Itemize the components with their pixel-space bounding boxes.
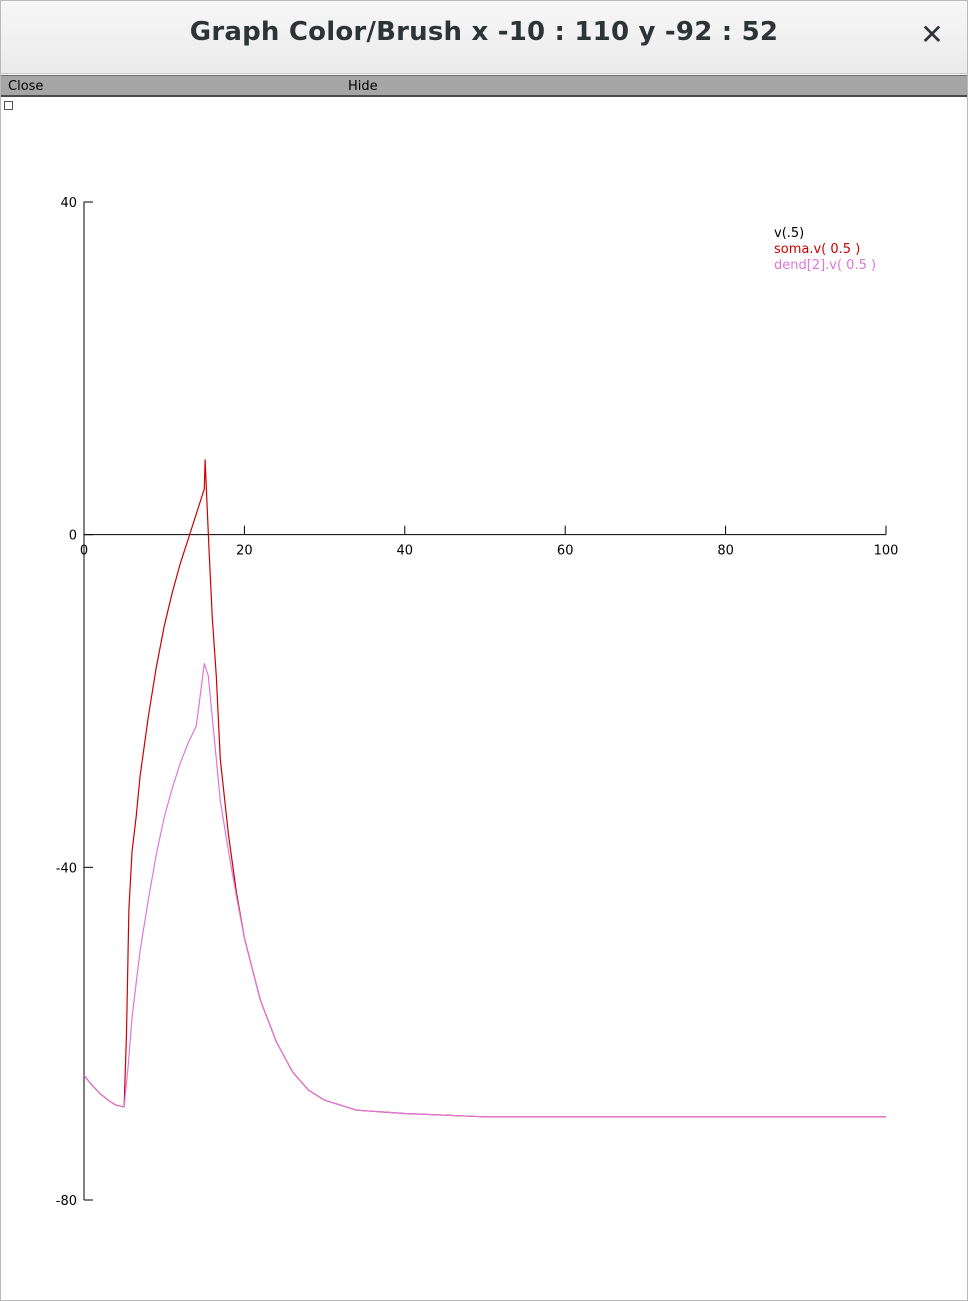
legend-item: soma.v( 0.5 ) <box>774 242 860 257</box>
x-tick-label: 0 <box>80 544 88 559</box>
series-line-soma-v-0-5 <box>83 459 886 1118</box>
x-tick-label: 20 <box>236 544 253 559</box>
y-tick-label: -80 <box>56 1194 77 1209</box>
title-bar: Graph Color/Brush x -10 : 110 y -92 : 52… <box>1 1 967 74</box>
window-title: Graph Color/Brush x -10 : 110 y -92 : 52 <box>189 17 779 47</box>
x-tick-label: 100 <box>874 544 899 559</box>
close-button[interactable]: Close <box>8 79 44 94</box>
graph-menu-toggle[interactable] <box>4 101 13 110</box>
menu-bar: Close Hide <box>1 75 967 97</box>
legend-item: v(.5) <box>774 226 804 241</box>
y-tick-label: 40 <box>60 196 77 211</box>
y-tick-label: 0 <box>69 529 77 544</box>
x-tick-label: 60 <box>557 544 574 559</box>
x-tick-label: 40 <box>397 544 414 559</box>
x-tick-label: 80 <box>717 544 734 559</box>
close-window-icon[interactable]: ✕ <box>920 18 944 51</box>
series-line-dend-2-v-0-5 <box>83 663 886 1118</box>
hide-button[interactable]: Hide <box>348 79 378 94</box>
y-tick-label: -40 <box>56 861 77 876</box>
legend-item: dend[2].v( 0.5 ) <box>774 258 876 273</box>
